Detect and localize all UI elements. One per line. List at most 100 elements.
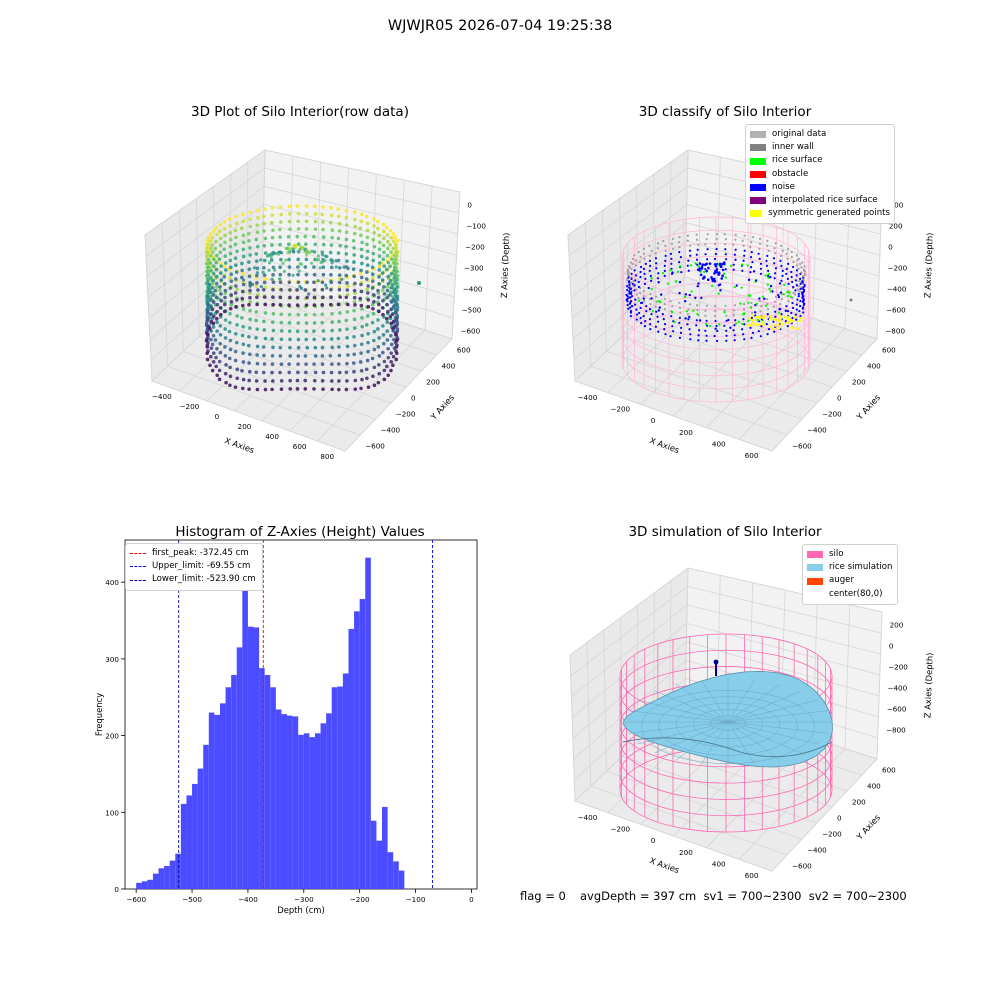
raw-data-point [345, 284, 350, 288]
raw-data-point [336, 251, 341, 255]
noise-point [765, 264, 769, 267]
noise-point [732, 268, 735, 271]
raw-data-point [365, 221, 370, 226]
surface-point [769, 285, 773, 288]
raw-data-point [365, 242, 369, 247]
raw-data-point [269, 255, 273, 259]
raw-data-point [391, 239, 396, 243]
raw-data-point [222, 219, 227, 224]
gridline-z [144, 149, 461, 236]
gridline-z [574, 276, 878, 382]
raw-data-point [337, 221, 342, 226]
raw-data-point [211, 300, 216, 304]
noise-point [799, 262, 802, 265]
raw-data-point [228, 320, 232, 325]
raw-data-point [241, 212, 245, 217]
raw-data-point [336, 258, 341, 263]
raw-data-point [279, 379, 284, 383]
raw-data-point [372, 329, 377, 334]
histogram-bar [393, 861, 399, 889]
surface-point [739, 302, 742, 305]
z-tick-label: 0 [888, 243, 893, 252]
raw-data-point [228, 374, 233, 379]
raw-data-point [218, 285, 222, 289]
surface-point [697, 282, 700, 285]
raw-data-point [296, 242, 301, 246]
raw-data-point [358, 360, 363, 364]
symmetric-generated-point [769, 325, 773, 329]
noise-point [628, 266, 631, 269]
noise-point [790, 250, 793, 254]
raw-data-point [247, 260, 251, 264]
y-axis-title: Y Axies [854, 392, 882, 422]
noise-point [790, 255, 793, 259]
raw-data-point [344, 237, 349, 242]
raw-data-point [366, 349, 370, 354]
noise-point [678, 316, 681, 319]
surface-point [659, 293, 663, 296]
raw-data-point [262, 265, 266, 270]
raw-data-point [287, 303, 291, 307]
raw-data-point [248, 295, 252, 300]
noise-point [742, 303, 746, 306]
x-tick-label: −600 [126, 895, 146, 904]
raw-data-point [287, 321, 292, 325]
raw-data-point [229, 302, 234, 307]
raw-data-point [287, 370, 292, 375]
raw-data-point [278, 227, 282, 232]
raw-data-point [218, 229, 222, 234]
auger-tip [713, 659, 719, 665]
noise-point [780, 279, 783, 283]
noise-point [626, 303, 629, 307]
symmetric-generated-point [799, 318, 802, 322]
raw-data-point [329, 295, 333, 299]
histogram-bar [298, 734, 304, 889]
raw-data-point [304, 362, 308, 366]
raw-data-point [263, 236, 268, 241]
noise-point [732, 263, 735, 266]
legend-item-first-peak: first_peak: -372.45 cm [130, 547, 258, 560]
raw-data-point [210, 285, 215, 290]
raw-data-point [325, 286, 329, 290]
surface-point [777, 293, 780, 297]
surface-point [698, 319, 702, 322]
raw-data-point [228, 338, 233, 343]
surface-point [669, 268, 672, 272]
raw-data-point [352, 274, 356, 279]
surface-point [734, 322, 738, 325]
raw-data-point [304, 253, 309, 257]
raw-data-point [270, 277, 274, 281]
surface-point [690, 290, 693, 293]
legend-item-auger: auger [807, 574, 893, 587]
raw-data-point [305, 280, 309, 285]
y-tick-label: 600 [882, 766, 896, 775]
raw-data-point [208, 290, 213, 295]
noise-point [631, 257, 635, 260]
gridline-z [572, 240, 879, 340]
raw-data-point [358, 296, 363, 301]
noise-point [626, 278, 629, 282]
raw-data-point [210, 243, 215, 247]
raw-data-point [287, 329, 292, 333]
symmetric-generated-point [786, 315, 790, 319]
raw-data-point [321, 260, 325, 264]
surface-point [684, 293, 687, 296]
noise-point [785, 305, 788, 308]
raw-data-point [296, 362, 300, 366]
raw-data-point [330, 345, 335, 350]
raw-data-point [330, 362, 334, 366]
raw-data-point [206, 242, 211, 247]
raw-data-point [377, 354, 382, 358]
raw-data-point [330, 235, 334, 240]
noise-point [657, 272, 660, 275]
raw-data-point [394, 254, 399, 258]
raw-data-point [263, 379, 267, 383]
noise-point [778, 302, 782, 306]
raw-data-point [254, 335, 258, 340]
noise-point [654, 257, 658, 260]
raw-data-point [287, 265, 292, 269]
noise-point [627, 271, 631, 274]
noise-point [678, 321, 681, 324]
raw-data-point [366, 284, 370, 288]
raw-data-point [394, 349, 398, 353]
